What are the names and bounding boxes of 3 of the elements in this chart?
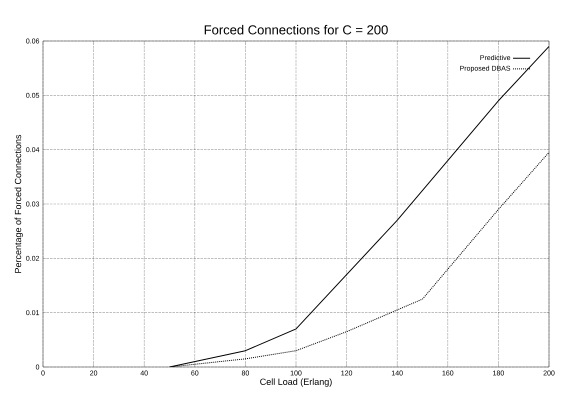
x-axis-title: Cell Load (Erlang) (260, 378, 332, 387)
chart-title: Forced Connections for C = 200 (204, 24, 388, 34)
y-axis-title: Percentage of Forced Connections (14, 134, 23, 273)
